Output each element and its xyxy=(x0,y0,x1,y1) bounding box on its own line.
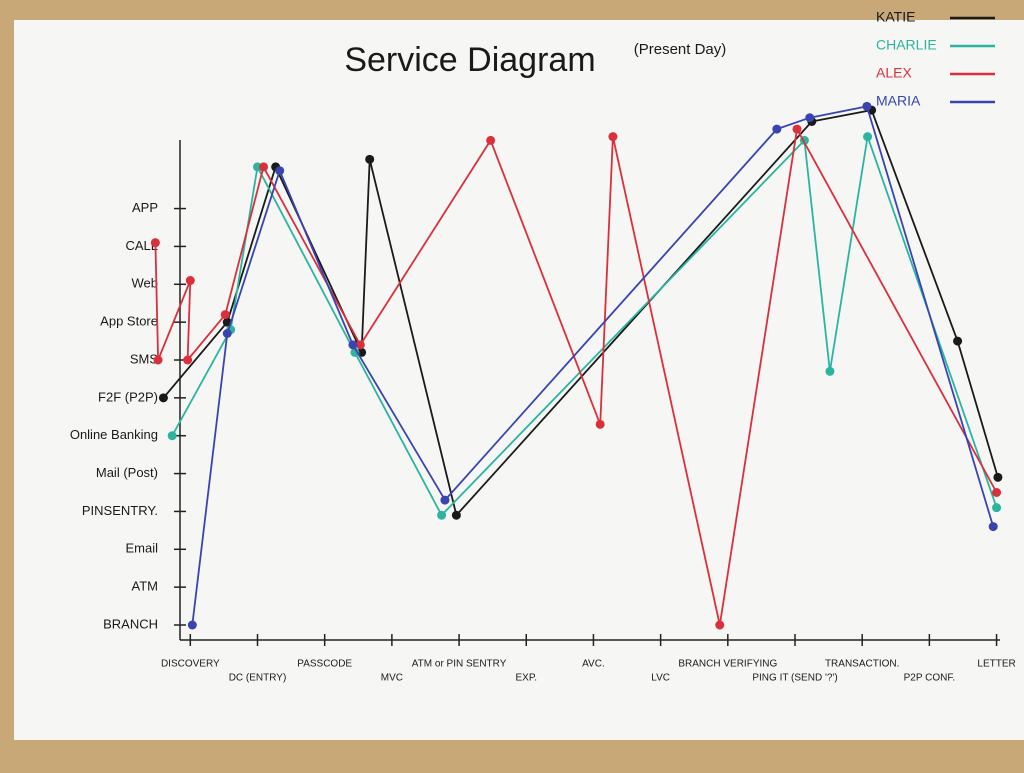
x-tick-label: EXP. xyxy=(516,673,538,684)
data-point xyxy=(183,355,193,365)
data-point xyxy=(185,276,195,285)
data-point xyxy=(993,472,1003,482)
data-point xyxy=(863,132,873,142)
chart-subtitle: (Present Day) xyxy=(634,41,727,58)
x-tick-label: DISCOVERY xyxy=(161,659,220,670)
y-tick-label: CALL xyxy=(125,238,158,253)
data-point xyxy=(451,510,461,520)
x-tick-label: PING IT (SEND '?') xyxy=(752,673,837,684)
data-point xyxy=(153,355,163,365)
y-tick-label: F2F (P2P) xyxy=(98,389,158,404)
data-point xyxy=(792,124,802,134)
series-line xyxy=(162,109,999,517)
y-tick-label: PINSENTRY. xyxy=(82,503,158,518)
data-point xyxy=(275,166,285,176)
data-point xyxy=(437,510,447,520)
data-point xyxy=(350,347,360,357)
chart-title: Service Diagram xyxy=(344,41,595,79)
x-tick-label: ATM or PIN SENTRY xyxy=(412,659,507,670)
data-point xyxy=(365,154,375,164)
data-point xyxy=(953,336,963,346)
data-point xyxy=(158,393,168,403)
x-tick-label: DC (ENTRY) xyxy=(229,673,287,684)
y-tick-label: Email xyxy=(125,541,158,556)
data-point xyxy=(992,503,1002,513)
y-tick-label: Online Banking xyxy=(70,427,158,442)
data-point xyxy=(772,124,782,134)
data-point xyxy=(222,329,232,338)
data-point xyxy=(220,310,230,320)
x-tick-label: P2P CONF. xyxy=(904,673,956,684)
x-tick-label: LETTER xyxy=(977,659,1015,670)
legend-label: MARIA xyxy=(876,93,921,109)
y-tick-label: SMS xyxy=(130,351,159,366)
data-point xyxy=(440,495,450,505)
data-point xyxy=(486,135,496,145)
data-point xyxy=(355,340,365,350)
legend-label: ALEX xyxy=(876,65,912,81)
x-tick-label: BRANCH VERIFYING xyxy=(678,659,777,670)
data-point xyxy=(150,238,160,248)
legend-label: KATIE xyxy=(876,9,915,25)
data-point xyxy=(805,113,815,123)
y-tick-label: BRANCH xyxy=(103,616,158,631)
data-point xyxy=(259,162,269,172)
x-tick-label: PASSCODE xyxy=(297,659,352,670)
data-point xyxy=(187,620,197,630)
data-point xyxy=(862,101,872,111)
legend-label: CHARLIE xyxy=(876,37,937,53)
x-tick-label: TRANSACTION. xyxy=(825,659,899,670)
data-point xyxy=(715,620,725,630)
x-tick-label: AVC. xyxy=(582,659,605,670)
x-tick-label: MVC xyxy=(381,673,403,684)
data-point xyxy=(608,132,618,142)
y-tick-label: Mail (Post) xyxy=(96,465,158,480)
whiteboard-sheet xyxy=(14,20,1024,740)
data-point xyxy=(167,431,177,441)
data-point xyxy=(825,366,835,376)
y-tick-label: ATM xyxy=(132,579,158,594)
data-point xyxy=(992,488,1002,497)
data-point xyxy=(595,419,605,429)
y-tick-label: APP xyxy=(132,200,158,215)
x-tick-label: LVC xyxy=(651,673,670,684)
y-tick-label: Web xyxy=(132,276,159,291)
y-tick-label: App Store xyxy=(100,314,158,329)
data-point xyxy=(348,340,358,350)
data-point xyxy=(988,522,998,532)
